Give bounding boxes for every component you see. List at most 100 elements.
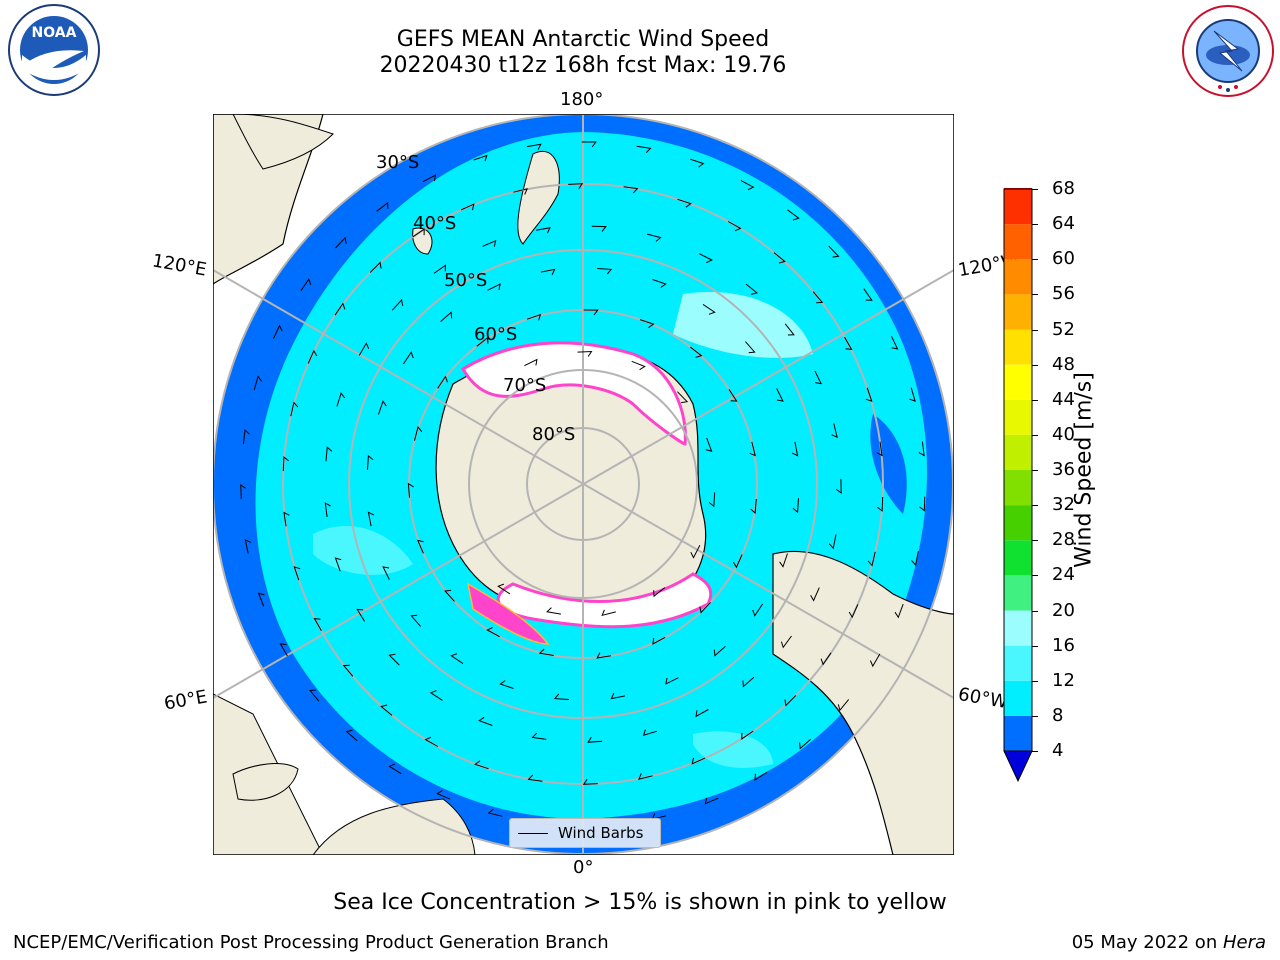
wind-barb: [424, 736, 439, 747]
colorbar-block: [1004, 224, 1032, 260]
lat-label-80s: 80°S: [532, 424, 576, 445]
lon-label-180: 180°: [560, 89, 604, 110]
wind-barb: [335, 236, 347, 249]
wind-barb: [745, 341, 756, 354]
wind-barb: [378, 400, 387, 415]
wind-barb: [429, 690, 443, 701]
wind-barb: [282, 456, 289, 472]
wind-barb: [699, 253, 713, 264]
wind-barb: [476, 336, 489, 347]
colorbar-tick-label: 68: [1052, 178, 1075, 199]
wind-barb: [526, 313, 542, 321]
colorbar-tick-label: 64: [1052, 213, 1075, 235]
wind-barb: [422, 174, 437, 183]
wind-barb: [704, 797, 719, 805]
wind-barb: [358, 342, 370, 356]
wind-barb: [918, 441, 925, 457]
wind-barb: [636, 145, 652, 154]
wind-barb: [749, 441, 756, 457]
wind-barb: [597, 268, 613, 275]
wind-barb: [652, 636, 666, 645]
wind-barbs: [240, 141, 926, 827]
lat-label-50s: 50°S: [444, 270, 488, 291]
wind-barb: [773, 252, 786, 264]
colorbar-block: [1004, 259, 1032, 295]
colorbar-tick-label: 48: [1052, 353, 1075, 375]
footer-left: NCEP/EMC/Verification Post Processing Pr…: [13, 932, 609, 953]
colorbar-tick-label: 8: [1052, 704, 1064, 726]
colorbar-tick-mark: [1032, 470, 1038, 471]
wind-barb: [784, 323, 795, 336]
wind-barb: [623, 186, 639, 194]
wind-barb: [581, 141, 597, 148]
wind-barb: [293, 566, 301, 581]
wind-barb: [690, 346, 703, 358]
lat-label-40s: 40°S: [413, 213, 457, 234]
wind-barb: [891, 336, 899, 350]
wind-barb: [865, 387, 873, 402]
colorbar-tick-mark: [1032, 575, 1038, 577]
land: [213, 114, 954, 855]
barb-legend-line: [518, 832, 548, 834]
noaa-logo: NOAA: [8, 4, 100, 96]
wind-barb: [844, 336, 853, 351]
wind-barb: [290, 401, 299, 417]
wind-barb: [828, 534, 837, 550]
wind-barb: [499, 680, 514, 689]
colorbar-tick-label: 40: [1052, 423, 1075, 445]
wind-barb: [345, 729, 358, 742]
colorbar-tick-label: 24: [1052, 564, 1075, 586]
colorbar-block: [1004, 470, 1032, 506]
wind-barb: [740, 180, 755, 191]
sea-ice: [460, 341, 713, 645]
colorbar-block: [1004, 540, 1032, 576]
wind-barb: [713, 646, 726, 657]
wind-barb: [869, 653, 881, 668]
wind-barb: [828, 245, 840, 258]
wind-barb: [242, 429, 250, 445]
colorbar-block: [1004, 399, 1032, 435]
wind-barb: [538, 648, 554, 656]
wind-barb: [412, 228, 425, 238]
graticule: [213, 114, 954, 855]
wind-barb: [911, 551, 919, 567]
wind-barb: [690, 544, 701, 559]
lat-label-30s: 30°S: [376, 152, 420, 173]
wind-barb: [780, 635, 792, 649]
wind-barb: [487, 283, 501, 291]
wind-barb: [690, 158, 705, 168]
colorbar-block: [1004, 434, 1032, 470]
wind-barb: [582, 779, 598, 785]
wind-barb: [653, 587, 666, 598]
wind-barb: [646, 233, 662, 242]
colorbar-tick-mark: [1032, 751, 1038, 752]
wind-barb: [336, 392, 346, 407]
wind-barb: [482, 239, 497, 247]
wind-barb: [577, 350, 593, 357]
wind-barb: [313, 617, 322, 632]
wind-barb: [410, 614, 421, 627]
wind-barb: [677, 198, 692, 208]
wind-barb: [334, 302, 346, 316]
wind-barb: [812, 291, 824, 304]
wind-barb: [440, 311, 453, 322]
wind-barb: [244, 539, 252, 554]
wind-barb: [524, 358, 538, 367]
wind-barb: [702, 303, 716, 315]
wind-barb: [745, 283, 758, 295]
wind-barb: [546, 607, 561, 615]
colorbar-tick-mark: [1032, 329, 1038, 331]
colorbar-tick-label: 36: [1052, 459, 1075, 480]
wind-barb: [863, 288, 873, 301]
colorbar-tick-label: 4: [1052, 740, 1064, 761]
wind-barb: [407, 482, 414, 498]
wind-barb: [591, 225, 607, 232]
wind-barb: [486, 626, 500, 638]
wind-barb: [677, 391, 689, 404]
wind-barb: [876, 441, 883, 457]
colorbar-tick-mark: [1032, 505, 1038, 507]
colorbar-extend-triangle: [1003, 750, 1033, 783]
wind-barb: [642, 729, 658, 736]
colorbar-tick-label: 44: [1052, 388, 1075, 410]
colorbar-tick-mark: [1032, 259, 1038, 261]
